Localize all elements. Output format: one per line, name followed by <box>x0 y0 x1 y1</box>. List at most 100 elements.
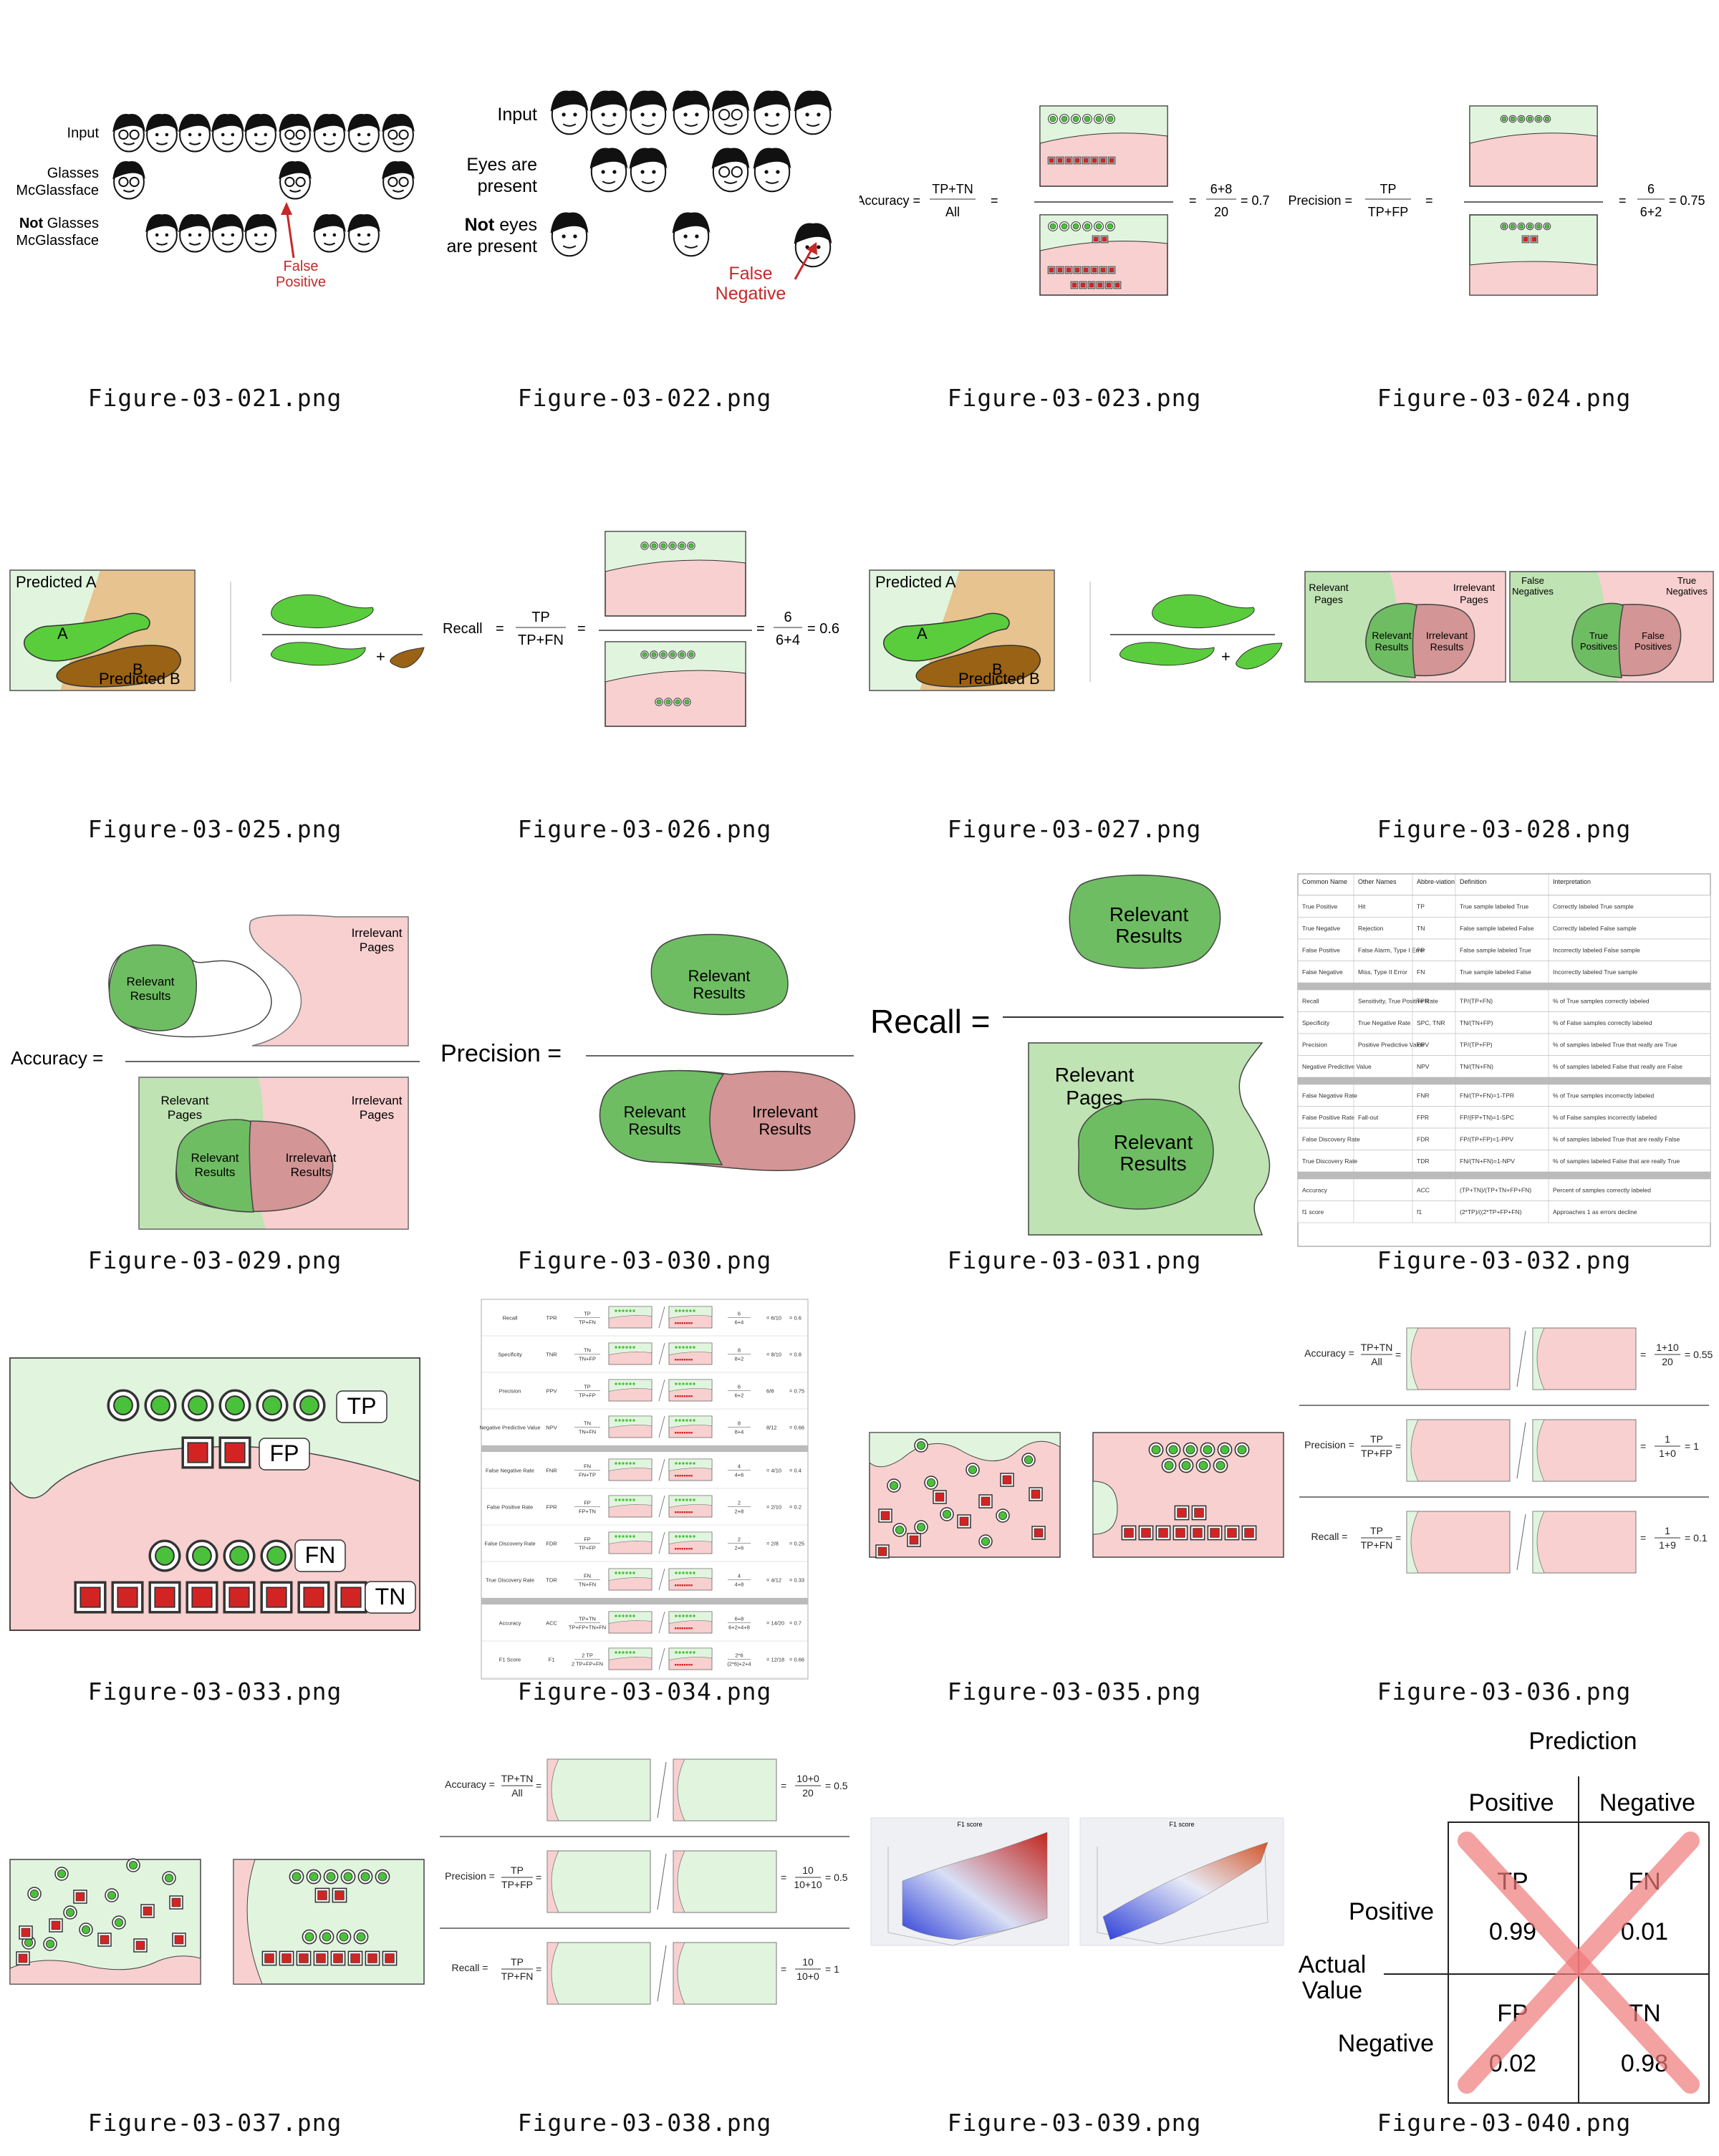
result-value: = 0.5 <box>825 1872 848 1883</box>
thumbnail-figure-036[interactable]: Accuracy = TP+TN All = 1+10 20 = 0.55 = Precisio… <box>1289 1294 1719 1725</box>
table-row <box>1297 1106 1711 1129</box>
thumbnail-figure-040[interactable]: Prediction Positive Negative Actual Valu… <box>1289 1725 1719 2156</box>
blob-a-icon <box>1119 642 1215 666</box>
formula-denominator: All <box>511 1787 523 1799</box>
table-cell: False sample labeled True <box>1460 946 1531 953</box>
thumbnail-figure-021[interactable]: Input Glasses McGlassface Not Glasses Mc… <box>0 0 430 431</box>
table-cell: Correctly labeled False sample <box>1553 925 1637 932</box>
thumbnail-figure-033[interactable]: TP FP FN TN Figure-03-033.png <box>0 1294 430 1725</box>
table-row <box>1297 1084 1711 1107</box>
thumbnail-figure-024[interactable]: Precision = TP TP+FP = = 6 6+2 = 0.75 Fi… <box>1289 0 1719 431</box>
table-cell: True sample labeled False <box>1460 968 1531 976</box>
table-cell: TN+FN <box>579 1429 596 1435</box>
face-icon <box>145 214 178 253</box>
figure-032-metrics-table: Common Name Other Names Abbre-viation Defin… <box>1297 873 1711 1247</box>
table-cell: FNR <box>1417 1092 1429 1099</box>
result-numerator: 6 <box>1647 182 1655 196</box>
label-relevant: Relevant <box>624 1103 686 1121</box>
table-cell: = 0.4 <box>789 1468 801 1474</box>
label-actual: Actual <box>1299 1951 1367 1978</box>
table-cell: = 0.7 <box>789 1620 801 1627</box>
table-cell: 2 <box>738 1500 741 1506</box>
thumbnail-figure-027[interactable]: Predicted A A B Predicted B + Figure-03-… <box>860 431 1289 862</box>
result-value: = 1 <box>825 1963 839 1975</box>
blob-a-icon <box>24 612 150 662</box>
thumbnail-figure-026[interactable]: Recall = TP TP+FN = = 6 6+4 = 0.6 Figure… <box>430 431 860 862</box>
thumbnail-figure-023[interactable]: Accuracy = TP+TN All = = 6+8 20 = 0.7 Fi… <box>860 0 1289 431</box>
thumbnail-figure-030[interactable]: Relevant Results Precision = Relevant Re… <box>430 862 860 1294</box>
table-cell: FP <box>1417 946 1425 953</box>
table-cell: TDR <box>1417 1158 1429 1165</box>
table-cell: (2*6)+2+4 <box>727 1661 751 1667</box>
face-icon <box>589 148 628 193</box>
label-mcglassface: McGlassface <box>16 183 99 198</box>
blob-a-icon <box>883 612 1010 662</box>
figure-035-scattered-samples <box>869 1432 1284 1559</box>
table-header: Common Name <box>1302 878 1347 885</box>
metrics-table: Common Name Other Names Abbre-viation Defin… <box>1297 873 1711 1247</box>
face-icon <box>279 114 312 153</box>
formula-numerator: TP+TN <box>501 1773 534 1784</box>
figure-037-scattered-samples <box>9 1858 425 1985</box>
table-row <box>1297 895 1711 918</box>
table-cell: False sample labeled False <box>1460 925 1534 932</box>
equals-sign: = <box>536 1872 541 1883</box>
table-cell: 8/12 <box>766 1425 777 1431</box>
equals-sign: = <box>1619 193 1627 208</box>
table-cell: Precision <box>1302 1041 1327 1048</box>
table-cell: TN+FP <box>579 1356 596 1362</box>
table-cell: Rejection <box>1358 925 1384 932</box>
thumbnail-figure-022[interactable]: Input Eyes are present Not eyes are pres… <box>430 0 860 431</box>
thumbnail-figure-029[interactable]: Irrelevant Pages Relevant Results Accura… <box>0 862 430 1294</box>
table-cell: Sensitivity, True Positive Rate <box>1358 997 1438 1004</box>
table-cell: = 4/12 <box>766 1577 781 1584</box>
sample-box <box>673 1850 777 1913</box>
thumbnail-figure-039[interactable]: F1 score F1 score Figure-03-039.png <box>860 1725 1289 2156</box>
blob-relevant-results-icon <box>650 933 789 1016</box>
arrow-icon <box>794 246 814 280</box>
table-cell: True Negative <box>1302 925 1340 932</box>
sample-box-bottom <box>1469 214 1598 296</box>
figure-027-predicted-regions: Predicted A A B Predicted B + <box>869 569 1283 691</box>
table-cell: TPR <box>1417 997 1429 1004</box>
table-row <box>1297 1178 1711 1201</box>
thumbnail-caption: Figure-03-039.png <box>947 2109 1202 2137</box>
result-numerator: 10 <box>802 1956 814 1968</box>
face-icons-row <box>112 114 415 253</box>
thumbnail-caption: Figure-03-029.png <box>87 1246 342 1274</box>
thumbnail-figure-031[interactable]: Relevant Results Recall = Relevant Pages… <box>860 862 1289 1294</box>
arrow-head-icon <box>281 202 292 215</box>
table-cell: = 0.6 <box>789 1315 801 1322</box>
table-cell: TN <box>1417 925 1425 932</box>
table-cell: 4 <box>738 1463 741 1470</box>
thumbnail-figure-025[interactable]: Predicted A A B Predicted B + Figure-03-… <box>0 431 430 862</box>
table-cell: TP+FP+TN+FN <box>569 1625 606 1631</box>
table-cell: ACC <box>1417 1186 1430 1193</box>
formula-lhs: Accuracy = <box>11 1047 103 1069</box>
plot-title: F1 score <box>957 1821 982 1828</box>
table-cell: TN <box>584 1347 591 1354</box>
face-icon <box>629 90 668 135</box>
formula-lhs: Precision = <box>440 1040 562 1067</box>
label-pages: Pages <box>360 940 394 954</box>
face-icon <box>347 114 380 153</box>
label-relevant: Relevant <box>1114 1131 1193 1153</box>
thumbnail-figure-034[interactable]: Recall TPR TP TP+FN 6 6+4 = 6/10 = 0.6 Specifici… <box>430 1294 860 1725</box>
sample-box <box>546 1758 651 1821</box>
table-row <box>1297 1127 1711 1150</box>
sample-box-top <box>605 531 746 617</box>
sample-box <box>546 1850 651 1913</box>
thumbnail-figure-035[interactable]: Figure-03-035.png <box>860 1294 1289 1725</box>
table-cell: = 12/18 <box>766 1657 784 1663</box>
thumbnail-figure-037[interactable]: Figure-03-037.png <box>0 1725 430 2156</box>
thumbnail-figure-038[interactable]: Accuracy = TP+TN All = 10+0 20 = 0.5 = Precision… <box>430 1725 860 2156</box>
thumbnail-figure-028[interactable]: Relevant Pages Irrelevant Pages Relevant… <box>1289 431 1719 862</box>
label-are-present: are present <box>447 236 538 256</box>
table-cell: 8+4 <box>735 1429 744 1435</box>
table-cell: NPV <box>546 1425 557 1431</box>
thumbnail-figure-032[interactable]: Common Name Other Names Abbre-viation Defin… <box>1289 862 1719 1294</box>
table-cell: % of False samples correctly labeled <box>1553 1019 1652 1026</box>
thumbnail-caption: Figure-03-037.png <box>87 2109 342 2137</box>
figure-021-glasses-false-positive: Input Glasses McGlassface Not Glasses Mc… <box>16 114 415 290</box>
face-icon <box>178 114 211 153</box>
